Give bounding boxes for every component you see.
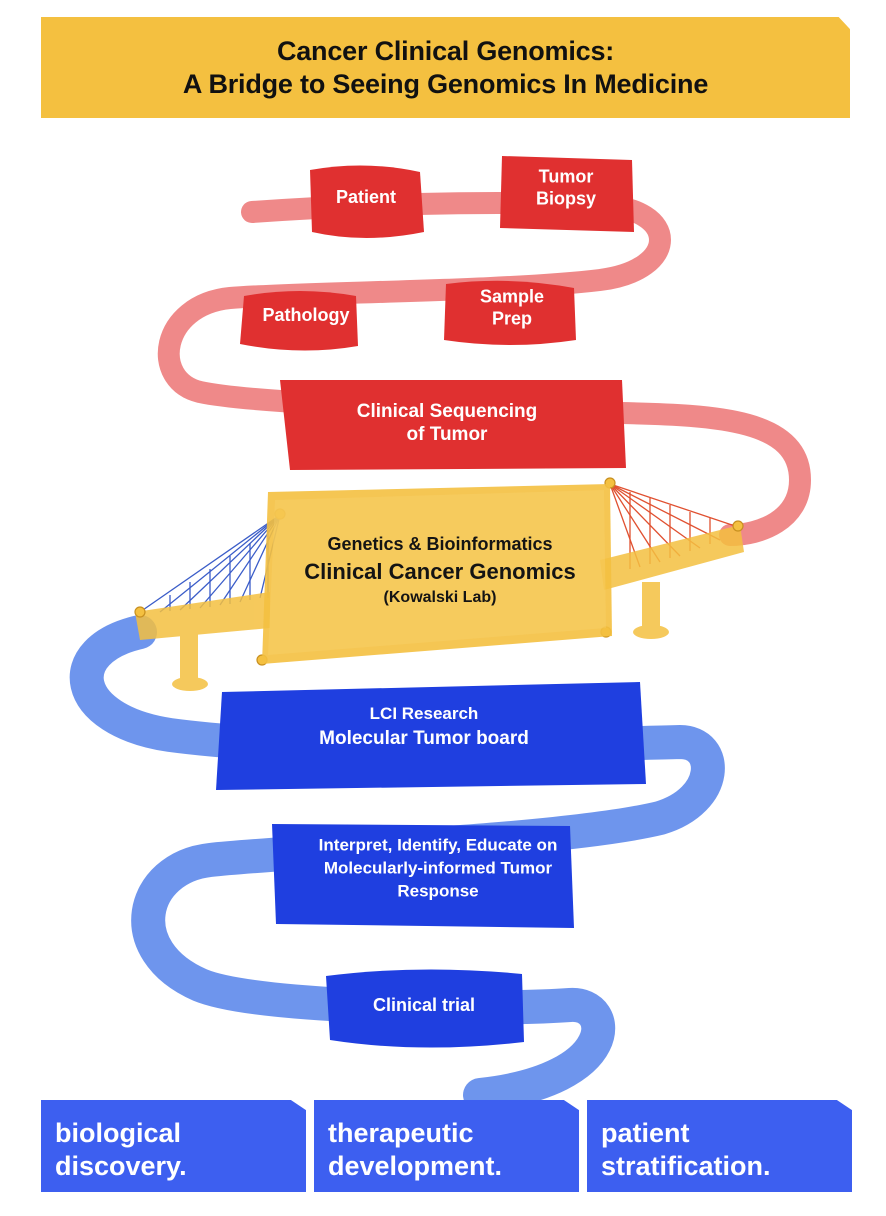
outcome-biological-discovery: biological discovery. bbox=[41, 1100, 306, 1192]
step-tumor-board-label: LCI Research Molecular Tumor board bbox=[319, 704, 529, 749]
step-clinical-trial-label: Clinical trial bbox=[372, 995, 476, 1016]
outcome-patient-stratification: patient stratification. bbox=[587, 1100, 852, 1192]
red-ribbon-top bbox=[157, 191, 811, 546]
step-sequencing-label: Clinical Sequencing of Tumor bbox=[356, 401, 538, 445]
red-blocks bbox=[240, 156, 634, 470]
step-sample-prep-label: Sample Prep bbox=[479, 286, 545, 328]
step-interpret-label: Interpret, Identify, Educate on Molecula… bbox=[318, 835, 558, 901]
red-ribbon bbox=[157, 191, 811, 546]
step-pathology-label: Pathology bbox=[262, 305, 350, 326]
title-banner: Cancer Clinical Genomics: A Bridge to Se… bbox=[41, 17, 850, 118]
blue-blocks bbox=[216, 682, 646, 1048]
bridge-deck bbox=[135, 525, 744, 691]
step-patient-label: Patient bbox=[335, 187, 397, 208]
title-line-1: Cancer Clinical Genomics: bbox=[276, 35, 615, 66]
step-tumor-biopsy-label: Tumor Biopsy bbox=[535, 166, 597, 208]
outcome-therapeutic-development: therapeutic development. bbox=[314, 1100, 579, 1192]
genomics-block bbox=[262, 484, 612, 664]
title-line-2: A Bridge to Seeing Genomics In Medicine bbox=[182, 68, 709, 99]
genomics-bridge-label: Genetics & Bioinformatics Clinical Cance… bbox=[304, 534, 576, 606]
